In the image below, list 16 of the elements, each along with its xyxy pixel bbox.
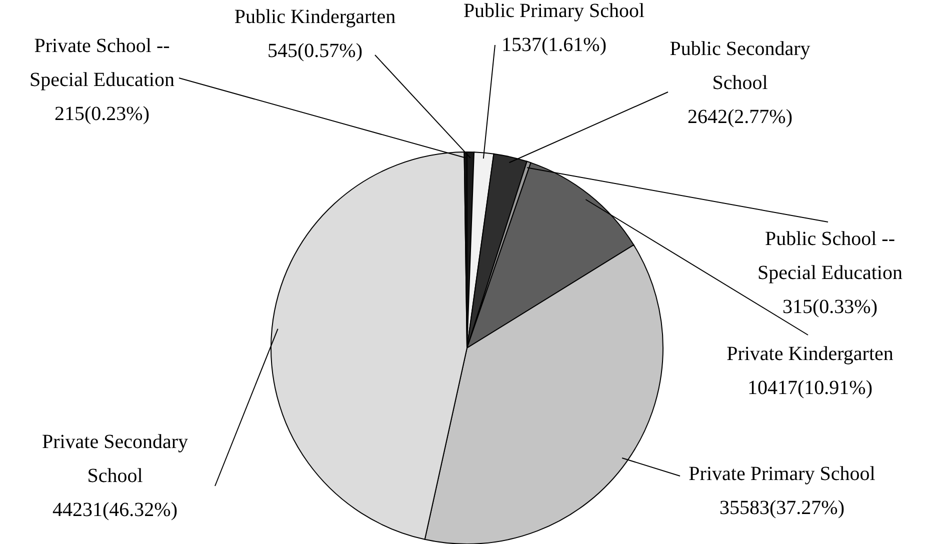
slice-label: Public School -- Special Education <box>758 228 902 284</box>
data-label: 315(0.33%) <box>782 296 878 318</box>
slice-label: Private Kindergarten <box>726 343 894 365</box>
data-label: 44231(46.32%) <box>52 499 178 521</box>
slice-label: Public Secondary School <box>670 38 810 94</box>
slice-label: Public Primary School <box>463 0 645 22</box>
slice-label: Public Kindergarten <box>234 6 396 28</box>
data-label: 35583(37.27%) <box>720 497 844 519</box>
slice-label: Private Secondary School <box>42 431 188 487</box>
slice-label: Private School -- Special Education <box>30 35 174 91</box>
data-label: 1537(1.61%) <box>502 34 606 56</box>
data-label: 545(0.57%) <box>268 40 362 62</box>
data-label: 10417(10.91%) <box>748 377 872 399</box>
slice-label: Private Primary School <box>688 463 876 485</box>
data-label: 2642(2.77%) <box>688 106 792 128</box>
data-label: 215(0.23%) <box>54 103 150 125</box>
